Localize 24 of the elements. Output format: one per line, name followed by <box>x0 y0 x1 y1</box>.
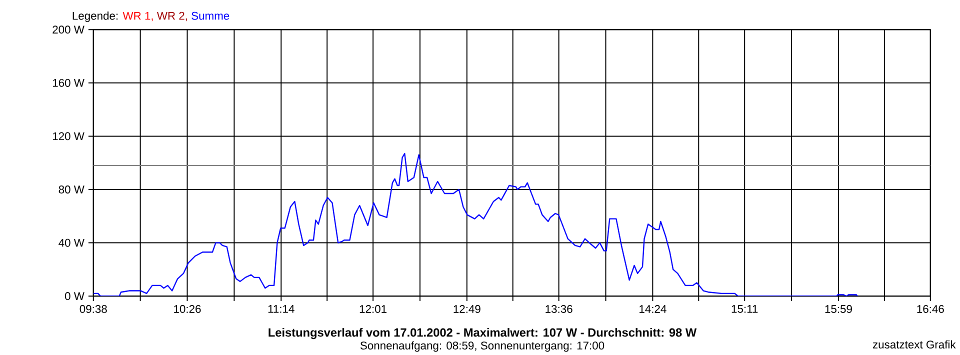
line-series <box>93 152 858 296</box>
legend-label: WR 2, <box>156 12 187 21</box>
y-tick-label: 120 W <box>52 132 84 140</box>
legend-title: Legende: <box>72 11 118 22</box>
x-tick-label: 14:24 <box>640 304 666 313</box>
x-tick-label: 09:38 <box>80 304 107 313</box>
y-tick-label: 160 W <box>52 78 84 87</box>
legend-label: WR 1, <box>122 12 153 21</box>
y-tick-label: 80 W <box>58 185 84 194</box>
x-tick-label: 10:26 <box>174 304 201 313</box>
x-tick-label: 12:01 <box>360 304 386 313</box>
text: zusatztext Grafik <box>872 340 956 348</box>
x-tick-label: 15:11 <box>732 304 758 313</box>
x-tick-label: 13:36 <box>546 304 572 313</box>
y-tick-label: 40 W <box>58 238 84 247</box>
y-tick-label: 0 W <box>65 292 84 300</box>
x-tick-label: 16:46 <box>917 304 944 313</box>
text: Summe <box>192 12 230 20</box>
x-tick-label: 12:49 <box>454 304 480 313</box>
text: Leistungsverlauf vom 17.01.2002 - Maximalwert: 107 W - Durchschnitt: 98 W <box>268 328 697 339</box>
x-tick-label: 11:14 <box>268 304 294 313</box>
y-tick-label: 200 W <box>52 26 84 34</box>
text: Sonnenaufgang: 08:59, Sonnenuntergang: 17:00 <box>360 341 604 352</box>
x-tick-label: 15:59 <box>825 304 852 313</box>
